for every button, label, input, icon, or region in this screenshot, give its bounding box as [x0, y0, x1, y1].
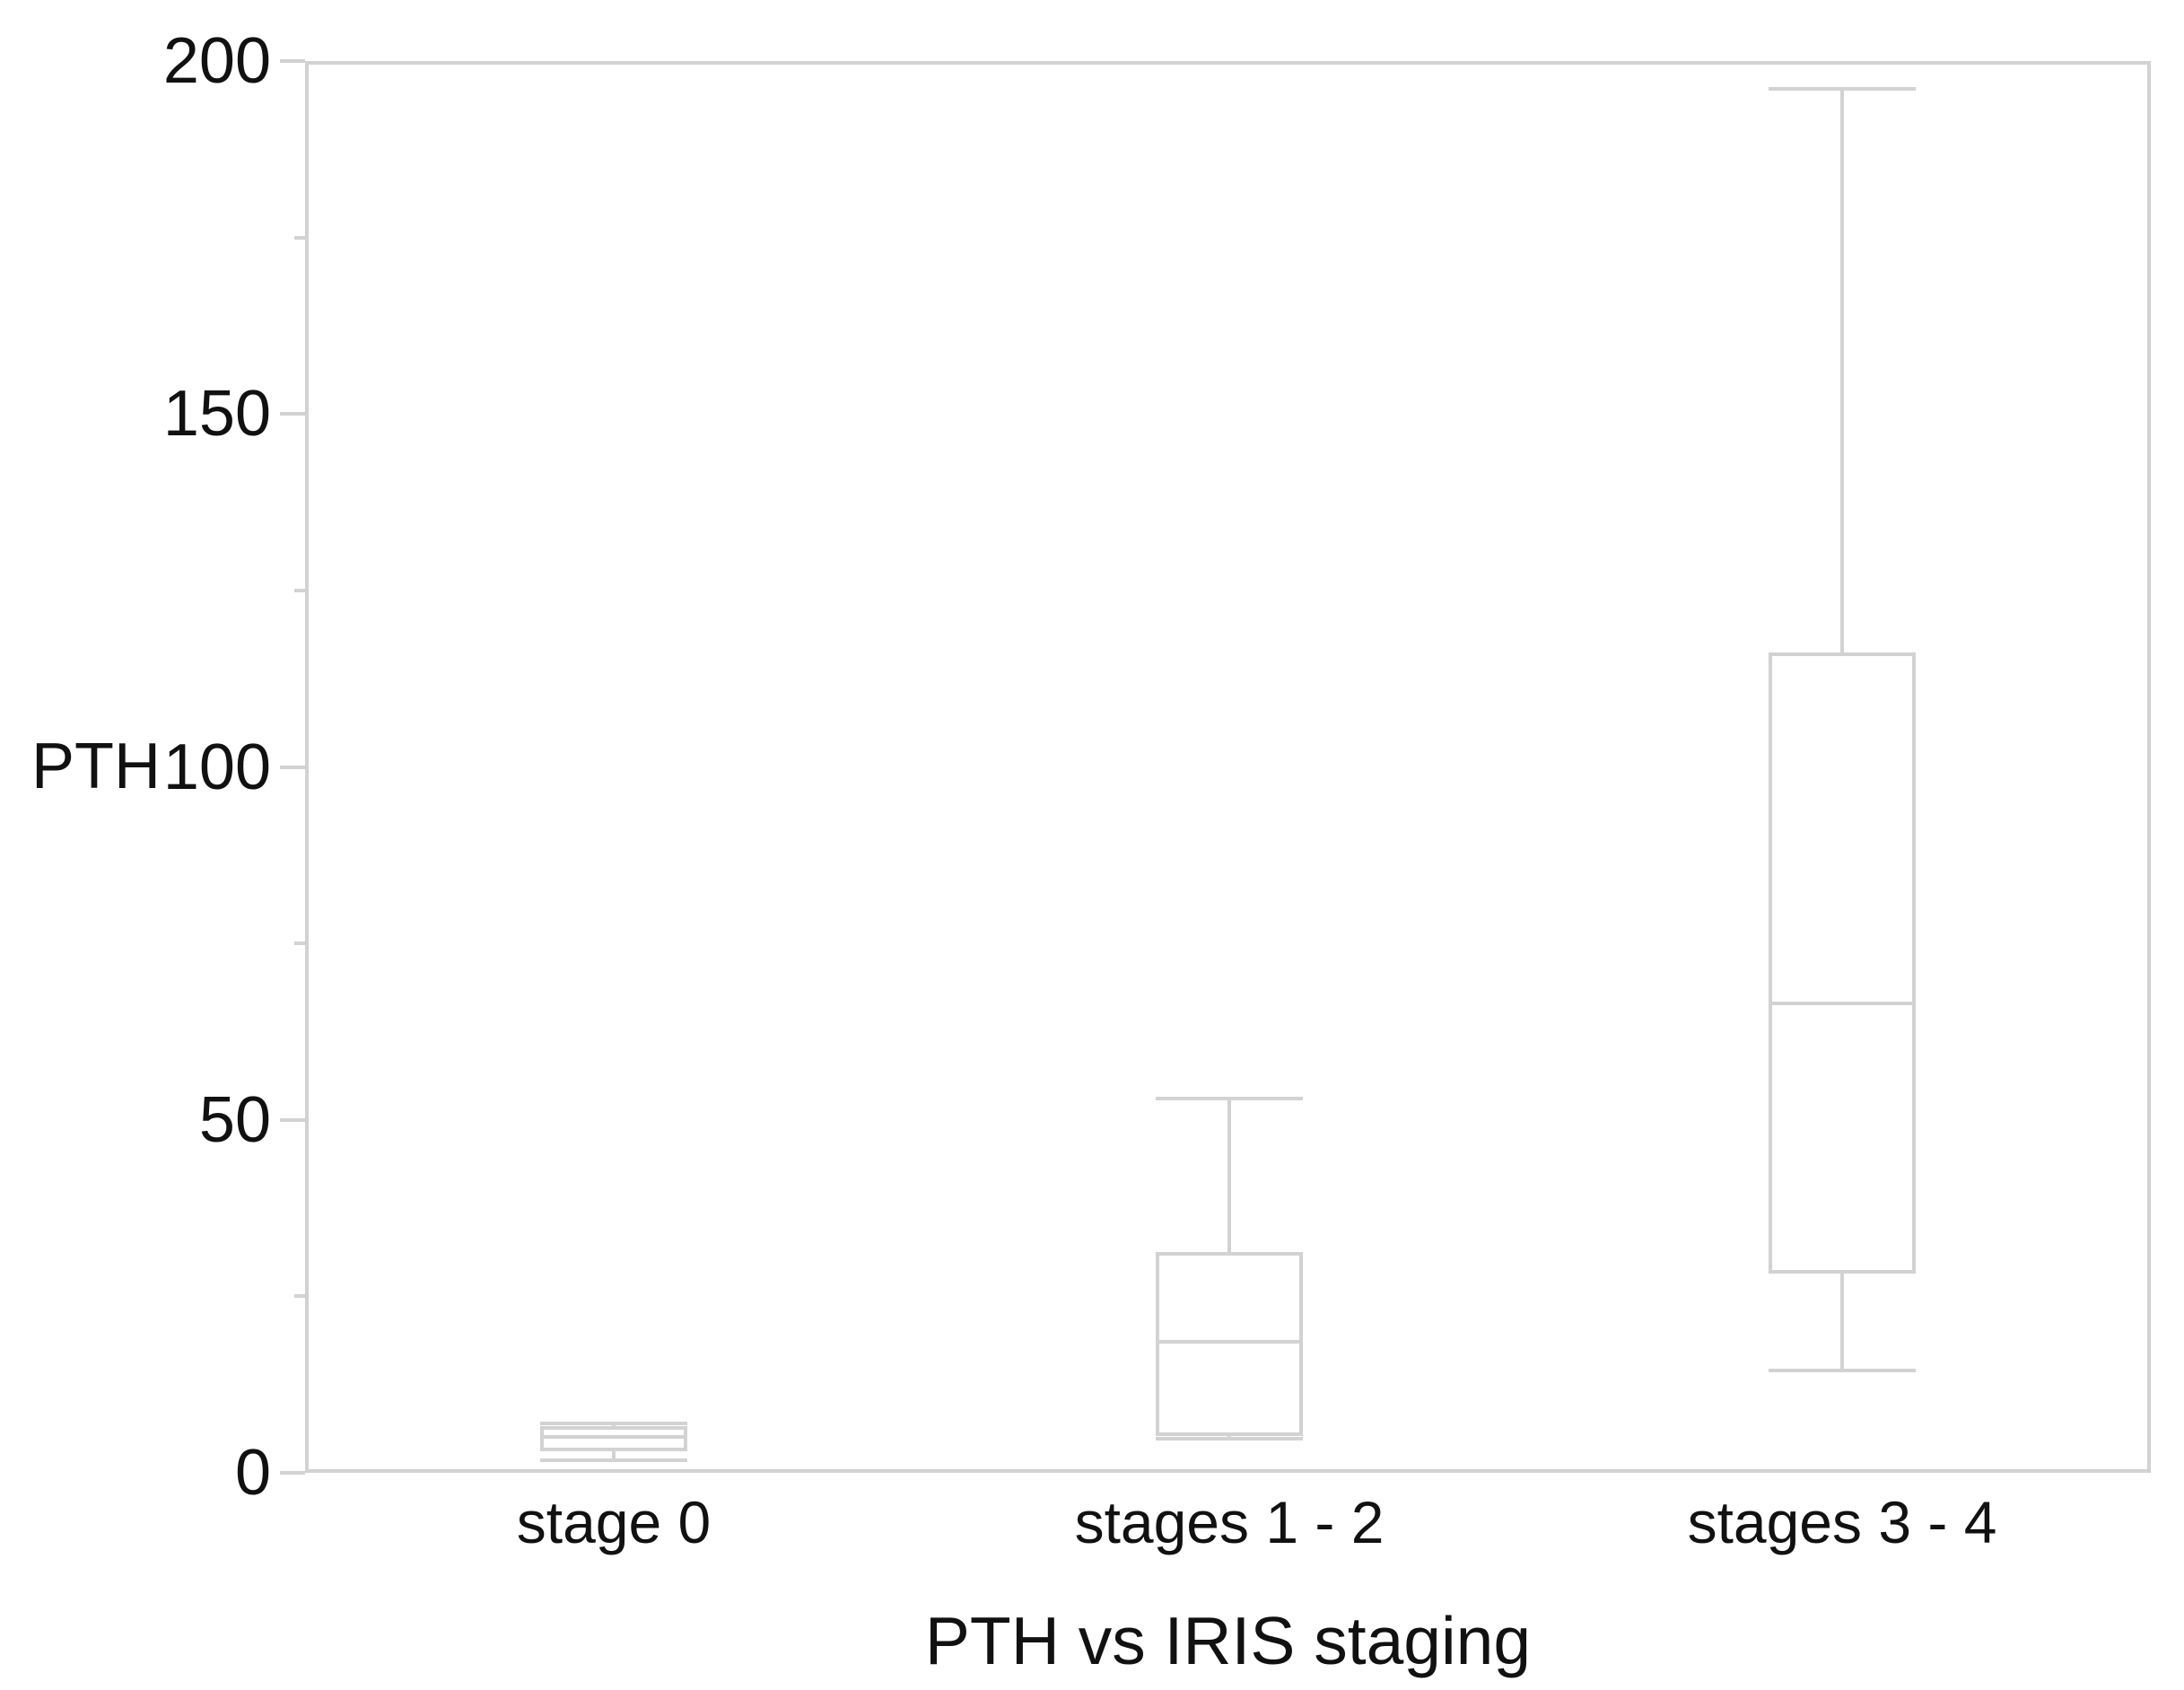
- upper-whisker-stem: [612, 1423, 616, 1428]
- x-category-label-stages-3-4: stages 3 - 4: [1687, 1489, 1997, 1555]
- y-major-tick: [280, 766, 305, 769]
- y-minor-tick: [294, 589, 305, 592]
- y-axis-label: PTH: [31, 731, 161, 802]
- median-line: [544, 1435, 684, 1439]
- lower-whisker-cap: [1156, 1437, 1303, 1440]
- y-tick-label: 150: [162, 378, 271, 450]
- y-major-tick: [280, 412, 305, 416]
- upper-whisker-stem: [1840, 89, 1844, 654]
- median-line: [1159, 1340, 1299, 1344]
- box-rect: [1156, 1252, 1303, 1436]
- x-axis-title: PTH vs IRIS staging: [924, 1603, 1532, 1678]
- x-category-label-stages-1-2: stages 1 - 2: [1074, 1489, 1385, 1555]
- y-tick-label: 50: [198, 1084, 271, 1156]
- y-major-tick: [280, 59, 305, 63]
- y-minor-tick: [294, 1294, 305, 1298]
- y-major-tick: [280, 1471, 305, 1475]
- lower-whisker-cap: [1769, 1369, 1916, 1372]
- y-minor-tick: [294, 941, 305, 945]
- box-rect: [540, 1426, 687, 1451]
- upper-whisker-stem: [1227, 1099, 1231, 1254]
- y-tick-label: 200: [162, 25, 271, 97]
- y-minor-tick: [294, 236, 305, 240]
- lower-whisker-stem: [1840, 1272, 1844, 1370]
- lower-whisker-cap: [540, 1458, 687, 1462]
- y-tick-label: 100: [162, 731, 271, 803]
- box-rect: [1769, 652, 1916, 1274]
- lower-whisker-stem: [612, 1449, 616, 1460]
- y-tick-label: 0: [234, 1437, 271, 1509]
- median-line: [1772, 1002, 1912, 1005]
- lower-whisker-stem: [1227, 1434, 1231, 1439]
- x-category-label-stage-0: stage 0: [516, 1489, 712, 1555]
- y-major-tick: [280, 1118, 305, 1122]
